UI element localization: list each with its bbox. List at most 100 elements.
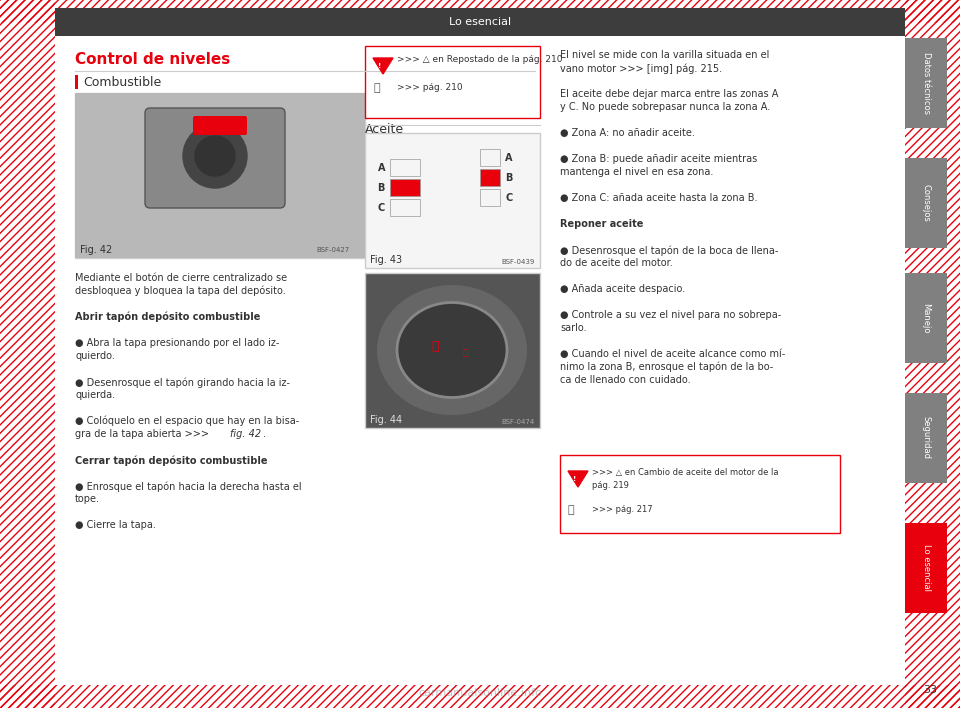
Text: do de aceite del motor.: do de aceite del motor. <box>560 258 673 268</box>
Text: nimo la zona B, enrosque el tapón de la bo-: nimo la zona B, enrosque el tapón de la … <box>560 362 773 372</box>
Text: Lo esencial: Lo esencial <box>922 544 930 591</box>
Bar <box>905 0 960 708</box>
Bar <box>390 179 420 196</box>
Bar <box>390 159 420 176</box>
FancyBboxPatch shape <box>193 116 247 135</box>
Ellipse shape <box>377 285 527 415</box>
Text: >>> △ en Repostado de la pág. 210: >>> △ en Repostado de la pág. 210 <box>397 55 563 64</box>
Text: A: A <box>505 153 513 163</box>
Text: 📖: 📖 <box>373 83 379 93</box>
Text: Fig. 43: Fig. 43 <box>370 255 402 265</box>
Text: Reponer aceite: Reponer aceite <box>560 219 643 229</box>
Bar <box>905 0 960 708</box>
Text: BSF-0427: BSF-0427 <box>317 247 350 253</box>
Text: y C. No puede sobrepasar nunca la zona A.: y C. No puede sobrepasar nunca la zona A… <box>560 102 770 112</box>
Text: ● Abra la tapa presionando por el lado iz-: ● Abra la tapa presionando por el lado i… <box>75 338 279 348</box>
Text: ● Zona C: añada aceite hasta la zona B.: ● Zona C: añada aceite hasta la zona B. <box>560 193 757 203</box>
Text: BSF-0439: BSF-0439 <box>502 259 535 265</box>
Bar <box>905 393 947 483</box>
Text: El aceite debe dejar marca entre las zonas A: El aceite debe dejar marca entre las zon… <box>560 89 779 99</box>
Bar <box>0 0 960 23</box>
Bar <box>0 0 960 23</box>
Text: Datos técnicos: Datos técnicos <box>922 52 930 114</box>
Bar <box>365 133 540 268</box>
Bar <box>560 455 840 533</box>
Circle shape <box>195 136 235 176</box>
Bar <box>905 273 947 363</box>
Text: tope.: tope. <box>75 494 100 504</box>
Polygon shape <box>373 58 393 74</box>
Text: El nivel se mide con la varilla situada en el: El nivel se mide con la varilla situada … <box>560 50 769 60</box>
Text: Lo esencial: Lo esencial <box>449 17 511 27</box>
Bar <box>0 0 55 708</box>
Text: ● Desenrosque el tapón de la boca de llena-: ● Desenrosque el tapón de la boca de lle… <box>560 245 779 256</box>
Bar <box>905 158 947 248</box>
Text: Abrir tapón depósito combustible: Abrir tapón depósito combustible <box>75 312 260 323</box>
Text: >>> pág. 217: >>> pág. 217 <box>592 506 653 515</box>
Text: fig. 42: fig. 42 <box>230 429 261 439</box>
Text: desbloquea y bloquea la tapa del depósito.: desbloquea y bloquea la tapa del depósit… <box>75 286 286 297</box>
Text: !: ! <box>573 476 577 482</box>
Text: ● Añada aceite despacio.: ● Añada aceite despacio. <box>560 284 685 294</box>
Text: Fig. 42: Fig. 42 <box>80 245 112 255</box>
Text: 33: 33 <box>923 685 937 695</box>
Circle shape <box>183 124 247 188</box>
Text: ● Cuando el nivel de aceite alcance como mí-: ● Cuando el nivel de aceite alcance como… <box>560 349 785 359</box>
Bar <box>480 169 500 186</box>
Text: A: A <box>377 163 385 173</box>
Text: Seguridad: Seguridad <box>922 416 930 459</box>
Bar <box>0 685 960 708</box>
Text: ● Zona A: no añadir aceite.: ● Zona A: no añadir aceite. <box>560 128 695 138</box>
Text: 🛢: 🛢 <box>431 340 439 353</box>
Bar <box>365 46 540 118</box>
Text: C: C <box>377 203 385 213</box>
Bar <box>0 685 960 708</box>
Text: mantenga el nivel en esa zona.: mantenga el nivel en esa zona. <box>560 167 713 177</box>
Text: quierdo.: quierdo. <box>75 351 115 361</box>
Bar <box>480 149 500 166</box>
Text: ● Enrosque el tapón hacia la derecha hasta el: ● Enrosque el tapón hacia la derecha has… <box>75 481 301 491</box>
Ellipse shape <box>397 302 507 397</box>
Text: BSF-0474: BSF-0474 <box>502 419 535 425</box>
Text: >>> pág. 210: >>> pág. 210 <box>397 84 463 93</box>
Text: Consejos: Consejos <box>922 184 930 222</box>
Bar <box>905 523 947 613</box>
Text: !: ! <box>378 63 382 69</box>
Text: sarlo.: sarlo. <box>560 323 587 333</box>
Bar <box>55 8 905 36</box>
Bar <box>390 199 420 216</box>
Text: gra de la tapa abierta >>>: gra de la tapa abierta >>> <box>75 429 212 439</box>
Text: .: . <box>263 429 266 439</box>
Text: pág. 219: pág. 219 <box>592 481 629 491</box>
Text: Mediante el botón de cierre centralizado se: Mediante el botón de cierre centralizado… <box>75 273 287 283</box>
Text: Manejo: Manejo <box>922 303 930 333</box>
Bar <box>480 189 500 206</box>
Text: 📖: 📖 <box>568 505 575 515</box>
Bar <box>75 93 365 258</box>
FancyBboxPatch shape <box>145 108 285 208</box>
Bar <box>905 38 947 128</box>
Bar <box>75 75 78 89</box>
Text: ● Colóquelo en el espacio que hay en la bisa-: ● Colóquelo en el espacio que hay en la … <box>75 416 300 426</box>
Bar <box>365 273 540 428</box>
Text: 📖: 📖 <box>463 348 468 358</box>
Text: B: B <box>377 183 385 193</box>
Text: B: B <box>505 173 513 183</box>
Text: C: C <box>505 193 513 203</box>
Bar <box>0 0 55 708</box>
Text: >>> △ en Cambio de aceite del motor de la: >>> △ en Cambio de aceite del motor de l… <box>592 467 779 476</box>
Text: Cerrar tapón depósito combustible: Cerrar tapón depósito combustible <box>75 455 268 465</box>
Text: ca de llenado con cuidado.: ca de llenado con cuidado. <box>560 375 690 385</box>
Polygon shape <box>568 471 588 487</box>
Text: Control de niveles: Control de niveles <box>75 52 230 67</box>
Text: carmanualsonline.info: carmanualsonline.info <box>418 688 542 698</box>
Text: Aceite: Aceite <box>365 123 404 136</box>
Text: quierda.: quierda. <box>75 390 115 400</box>
Text: Combustible: Combustible <box>83 76 161 88</box>
Bar <box>75 93 365 258</box>
Text: ● Cierre la tapa.: ● Cierre la tapa. <box>75 520 156 530</box>
Text: ● Controle a su vez el nivel para no sobrepa-: ● Controle a su vez el nivel para no sob… <box>560 310 781 320</box>
Text: Fig. 44: Fig. 44 <box>370 415 402 425</box>
Text: ● Desenrosque el tapón girando hacia la iz-: ● Desenrosque el tapón girando hacia la … <box>75 377 290 387</box>
Text: ● Zona B: puede añadir aceite mientras: ● Zona B: puede añadir aceite mientras <box>560 154 757 164</box>
